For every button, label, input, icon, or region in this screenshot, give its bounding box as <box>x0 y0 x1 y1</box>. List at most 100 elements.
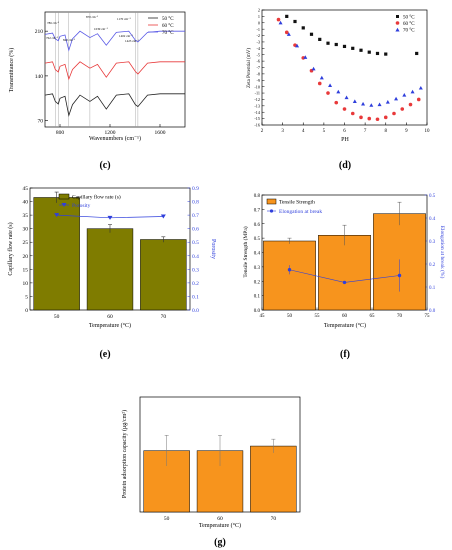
c-series-line-2 <box>44 30 185 52</box>
e-porosity-marker-2 <box>160 214 166 219</box>
c-ytick-label-0: 70 <box>38 119 44 125</box>
d-ytick-label-4: -2 <box>257 33 261 38</box>
legend-d-label-60: 60 °C <box>403 22 415 27</box>
legend-e-label-porosity: Porosity <box>72 203 91 209</box>
d-point-0-4 <box>318 37 322 41</box>
e-y2tick-label-6: 0.6 <box>192 227 199 233</box>
e-xtick-label-0: 50 <box>54 314 60 320</box>
d-xtick-label-2: 4 <box>302 129 305 134</box>
e-ytick-label-6: 30 <box>23 227 29 233</box>
d-point-0-3 <box>309 32 314 36</box>
f-ytick-label-0: 0.0 <box>254 309 261 314</box>
f-ytick-label-4: 0.4 <box>254 252 261 257</box>
f-y2tick-label-1: 0.1 <box>429 286 436 291</box>
d-ytick-label-13: -11 <box>255 91 260 96</box>
panel-e-bars <box>33 191 187 311</box>
f-bar-1 <box>318 235 371 311</box>
annotation-870: 870 cm⁻¹ <box>86 15 98 19</box>
f-elongation-marker-2 <box>397 273 402 278</box>
e-y2tick-label-8: 0.8 <box>192 200 199 206</box>
g-xtick-label-1: 60 <box>217 516 223 522</box>
d-point-0-11 <box>375 51 380 56</box>
e-ytick-label-1: 5 <box>25 294 28 300</box>
legend-c-label-60: 60 °C <box>162 24 174 29</box>
f-ytick-label-1: 0.1 <box>254 295 261 300</box>
d-xtick-label-3: 5 <box>323 129 326 134</box>
f-y2tick-label-2: 0.2 <box>429 263 436 268</box>
g-bar-0 <box>143 450 190 513</box>
e-ytick-label-2: 10 <box>23 281 29 287</box>
e-ytick-label-4: 20 <box>23 254 29 260</box>
legend-f-label-elong: Elongation at break <box>279 209 322 215</box>
panel-d-xlabel: PH <box>341 137 349 143</box>
e-y2tick-label-0: 0.0 <box>192 308 199 314</box>
panel-d-label: (d) <box>339 160 351 171</box>
e-ytick-label-3: 15 <box>23 267 29 273</box>
annotation-1402: 1402 cm⁻¹ <box>119 34 133 38</box>
e-porosity-marker-0 <box>54 213 60 218</box>
d-point-1-6 <box>326 91 330 95</box>
d-ytick-label-10: -8 <box>257 71 261 76</box>
d-ytick-label-18: -16 <box>254 123 260 128</box>
e-y2tick-label-2: 0.2 <box>192 281 199 287</box>
panel-c-ylabel: Transmittance (%) <box>8 48 15 93</box>
d-point-0-10 <box>367 50 371 54</box>
g-xtick-label-2: 70 <box>271 516 277 522</box>
d-point-1-11 <box>367 116 372 121</box>
annotation-1039: 1039 cm⁻¹ <box>94 27 108 31</box>
c-xtick-label-1: 1200 <box>105 130 116 136</box>
panel-e-legend: Capillary flow rate (s) Porosity <box>58 194 121 209</box>
panel-f-bars <box>263 201 426 311</box>
d-point-1-1 <box>284 30 289 35</box>
f-elongation-marker-1 <box>342 280 347 285</box>
d-point-0-12 <box>384 52 388 56</box>
d-ytick-label-1: 1 <box>258 14 260 19</box>
panel-e: Capillary flow rate (s) Porosity Tempera… <box>7 186 216 360</box>
d-point-2-3 <box>303 55 308 59</box>
d-point-2-12 <box>377 102 382 107</box>
d-point-0-5 <box>326 41 330 45</box>
e-y2tick-label-5: 0.5 <box>192 240 199 246</box>
e-xtick-label-1: 60 <box>107 314 113 320</box>
panel-g-label: (g) <box>214 537 226 548</box>
panel-f: Tensile Strength (MPa) Elongation at bre… <box>242 194 446 360</box>
f-ytick-label-5: 0.5 <box>254 237 261 242</box>
legend-f-swatch-tensile <box>266 198 277 205</box>
annotation-1170: 1170 cm⁻¹ <box>117 17 131 21</box>
d-point-2-8 <box>344 95 349 100</box>
d-point-2-17 <box>418 85 423 90</box>
d-xtick-label-7: 9 <box>405 129 408 134</box>
d-point-1-5 <box>317 81 322 86</box>
d-point-0-2 <box>301 26 305 30</box>
d-point-2-4 <box>311 66 316 71</box>
f-xtick-label-1: 50 <box>287 314 293 319</box>
panel-c-frame <box>44 11 186 128</box>
panel-f-legend: Tensile Strength Elongation at break <box>266 198 322 215</box>
d-ytick-label-11: -9 <box>257 78 261 83</box>
annotation-840: 840 cm⁻¹ <box>63 38 75 42</box>
e-xtick-label-2: 70 <box>161 314 167 320</box>
e-ytick-label-8: 40 <box>23 200 29 206</box>
panel-g-ylabel: Protein adsorption capacity (μg/cm²) <box>121 410 128 498</box>
d-xtick-label-6: 8 <box>385 129 388 134</box>
c-series-line-1 <box>44 61 185 81</box>
d-ytick-label-6: -4 <box>257 46 261 51</box>
d-point-1-15 <box>400 107 405 111</box>
d-point-0-6 <box>334 42 338 47</box>
legend-d-marker-70 <box>395 27 400 32</box>
d-point-1-12 <box>375 117 380 122</box>
panel-c-xlabel: Wavenumbers (cm⁻¹) <box>89 135 141 142</box>
panel-f-xlabel: Temperature (°C) <box>324 322 366 329</box>
e-y2tick-label-1: 0.1 <box>192 294 199 300</box>
d-xtick-label-4: 6 <box>343 129 346 134</box>
c-series-line-0 <box>44 93 185 118</box>
panel-g-xlabel: Temperature (°C) <box>199 522 241 529</box>
d-point-2-5 <box>319 75 324 80</box>
panel-g: Protein adsorption capacity (μg/cm²) Tem… <box>121 396 301 548</box>
d-point-2-6 <box>328 83 333 87</box>
d-ytick-label-7: -5 <box>257 52 261 57</box>
legend-d-marker-60 <box>395 21 400 25</box>
d-point-2-14 <box>394 96 399 101</box>
f-y2tick-label-0: 0.0 <box>429 309 436 314</box>
